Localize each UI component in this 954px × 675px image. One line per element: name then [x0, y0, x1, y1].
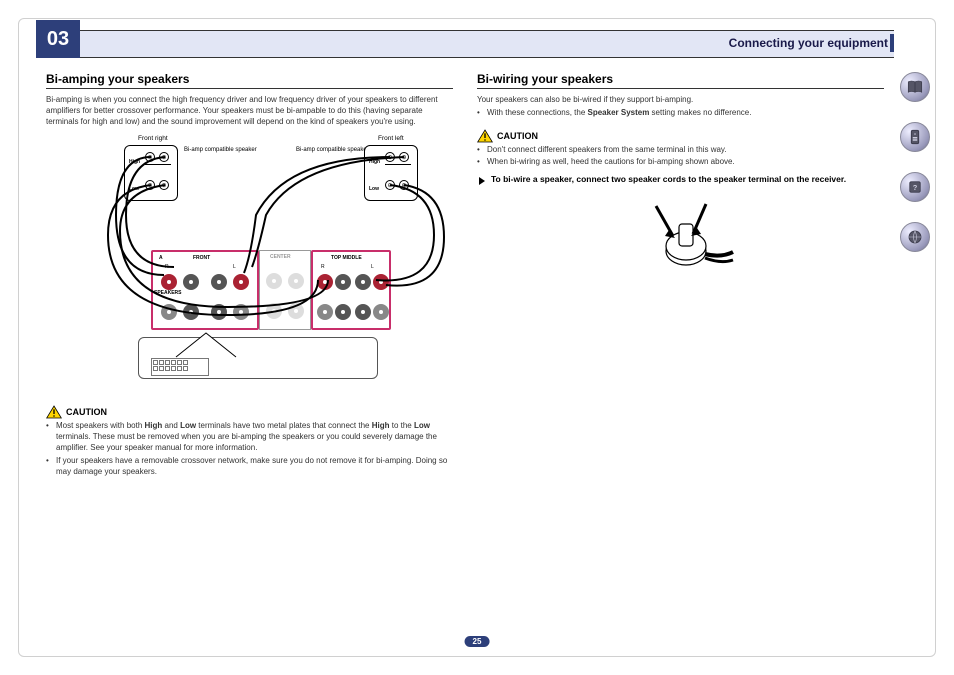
bind-fr-r4	[183, 304, 199, 320]
term-high-l: High	[369, 159, 380, 165]
bind-c2	[288, 273, 304, 289]
bind-fr-l4	[233, 304, 249, 320]
lbl-l2: L	[371, 264, 374, 270]
term-high: High	[129, 159, 140, 165]
lbl-r1: R	[165, 264, 169, 270]
bind-tm-l1	[355, 274, 371, 290]
term-low: Low	[129, 186, 139, 192]
left-column: Bi-amping your speakers Bi-amping is whe…	[46, 72, 453, 479]
list-item: With these connections, the Speaker Syst…	[477, 108, 884, 119]
bind-fr-r2	[183, 274, 199, 290]
chapter-title: Connecting your equipment	[729, 36, 888, 50]
biamp-diagram: Front right Front left Bi-amp compatible…	[46, 135, 453, 395]
bind-fr-l3	[211, 304, 227, 320]
right-column: Bi-wiring your speakers Your speakers ca…	[477, 72, 884, 479]
term-pair-low-l: ⊖⊕	[385, 180, 409, 190]
term-pair-low-r: ⊖⊕	[145, 180, 169, 190]
biwire-illustration	[621, 196, 741, 276]
bind-fr-l2	[233, 274, 249, 290]
bind-c1	[266, 273, 282, 289]
page-number: 25	[465, 636, 490, 647]
bind-tm-r2	[335, 274, 351, 290]
biwire-instruction: To bi-wire a speaker, connect two speake…	[477, 174, 884, 185]
bind-tm-r3	[317, 304, 333, 320]
side-nav: ?	[900, 72, 930, 252]
content-columns: Bi-amping your speakers Bi-amping is whe…	[46, 72, 884, 479]
caution-label-right: CAUTION	[497, 131, 538, 141]
network-icon[interactable]	[900, 222, 930, 252]
list-item: Most speakers with both High and Low ter…	[46, 421, 453, 453]
lbl-topmid: TOP MIDDLE	[331, 255, 362, 261]
div-line	[145, 164, 171, 165]
term-pair-high-l: ⊖⊕	[385, 152, 409, 162]
caution-row-right: CAUTION	[477, 129, 884, 143]
bind-tm-r1	[317, 274, 333, 290]
chapter-number: 03	[36, 20, 80, 58]
label-front-left: Front left	[378, 135, 404, 142]
term-low-l: Low	[369, 186, 379, 192]
lbl-front: FRONT	[193, 255, 210, 261]
right-intro: Your speakers can also be bi-wired if th…	[477, 95, 884, 106]
label-front-right: Front right	[138, 135, 168, 142]
right-heading: Bi-wiring your speakers	[477, 72, 884, 89]
panel-center: CENTER	[259, 250, 311, 330]
bind-tm-r4	[335, 304, 351, 320]
caution-icon	[46, 405, 62, 419]
lbl-speakers: SPEAKERS	[154, 290, 182, 296]
label-compat-2: Bi-amp compatible speaker	[296, 147, 369, 154]
left-heading: Bi-amping your speakers	[46, 72, 453, 89]
bind-fr-r3	[161, 304, 177, 320]
caution-icon	[477, 129, 493, 143]
book-icon[interactable]	[900, 72, 930, 102]
caution-label-left: CAUTION	[66, 407, 107, 417]
right-caution-list: Don't connect different speakers from th…	[477, 145, 884, 169]
list-item: Don't connect different speakers from th…	[477, 145, 884, 156]
help-icon[interactable]: ?	[900, 172, 930, 202]
remote-icon[interactable]	[900, 122, 930, 152]
list-item: When bi-wiring as well, heed the caution…	[477, 157, 884, 168]
right-intro-bullets: With these connections, the Speaker Syst…	[477, 108, 884, 119]
receiver-outline	[138, 337, 378, 379]
term-pair-high-r: ⊖⊕	[145, 152, 169, 162]
bind-tm-l4	[373, 304, 389, 320]
bind-c4	[288, 303, 304, 319]
receiver-port-area	[151, 358, 209, 376]
bind-fr-r1	[161, 274, 177, 290]
left-intro: Bi-amping is when you connect the high f…	[46, 95, 453, 127]
chapter-accent	[890, 34, 894, 52]
bind-tm-l3	[355, 304, 371, 320]
bind-tm-l2	[373, 274, 389, 290]
label-compat-1: Bi-amp compatible speaker	[184, 147, 257, 154]
speaker-left-box: High ⊖⊕ Low ⊖⊕	[364, 145, 418, 201]
list-item: If your speakers have a removable crosso…	[46, 456, 453, 478]
caution-row-left: CAUTION	[46, 405, 453, 419]
lbl-r2: R	[321, 264, 325, 270]
lbl-l1: L	[233, 264, 236, 270]
svg-text:?: ?	[913, 183, 918, 192]
bind-c3	[266, 303, 282, 319]
speaker-right-box: High ⊖⊕ Low ⊖⊕	[124, 145, 178, 201]
left-caution-list: Most speakers with both High and Low ter…	[46, 421, 453, 477]
panel-topmiddle: TOP MIDDLE R L	[311, 250, 391, 330]
lbl-center: CENTER	[270, 254, 291, 260]
bind-fr-l1	[211, 274, 227, 290]
div-line-l	[385, 164, 411, 165]
